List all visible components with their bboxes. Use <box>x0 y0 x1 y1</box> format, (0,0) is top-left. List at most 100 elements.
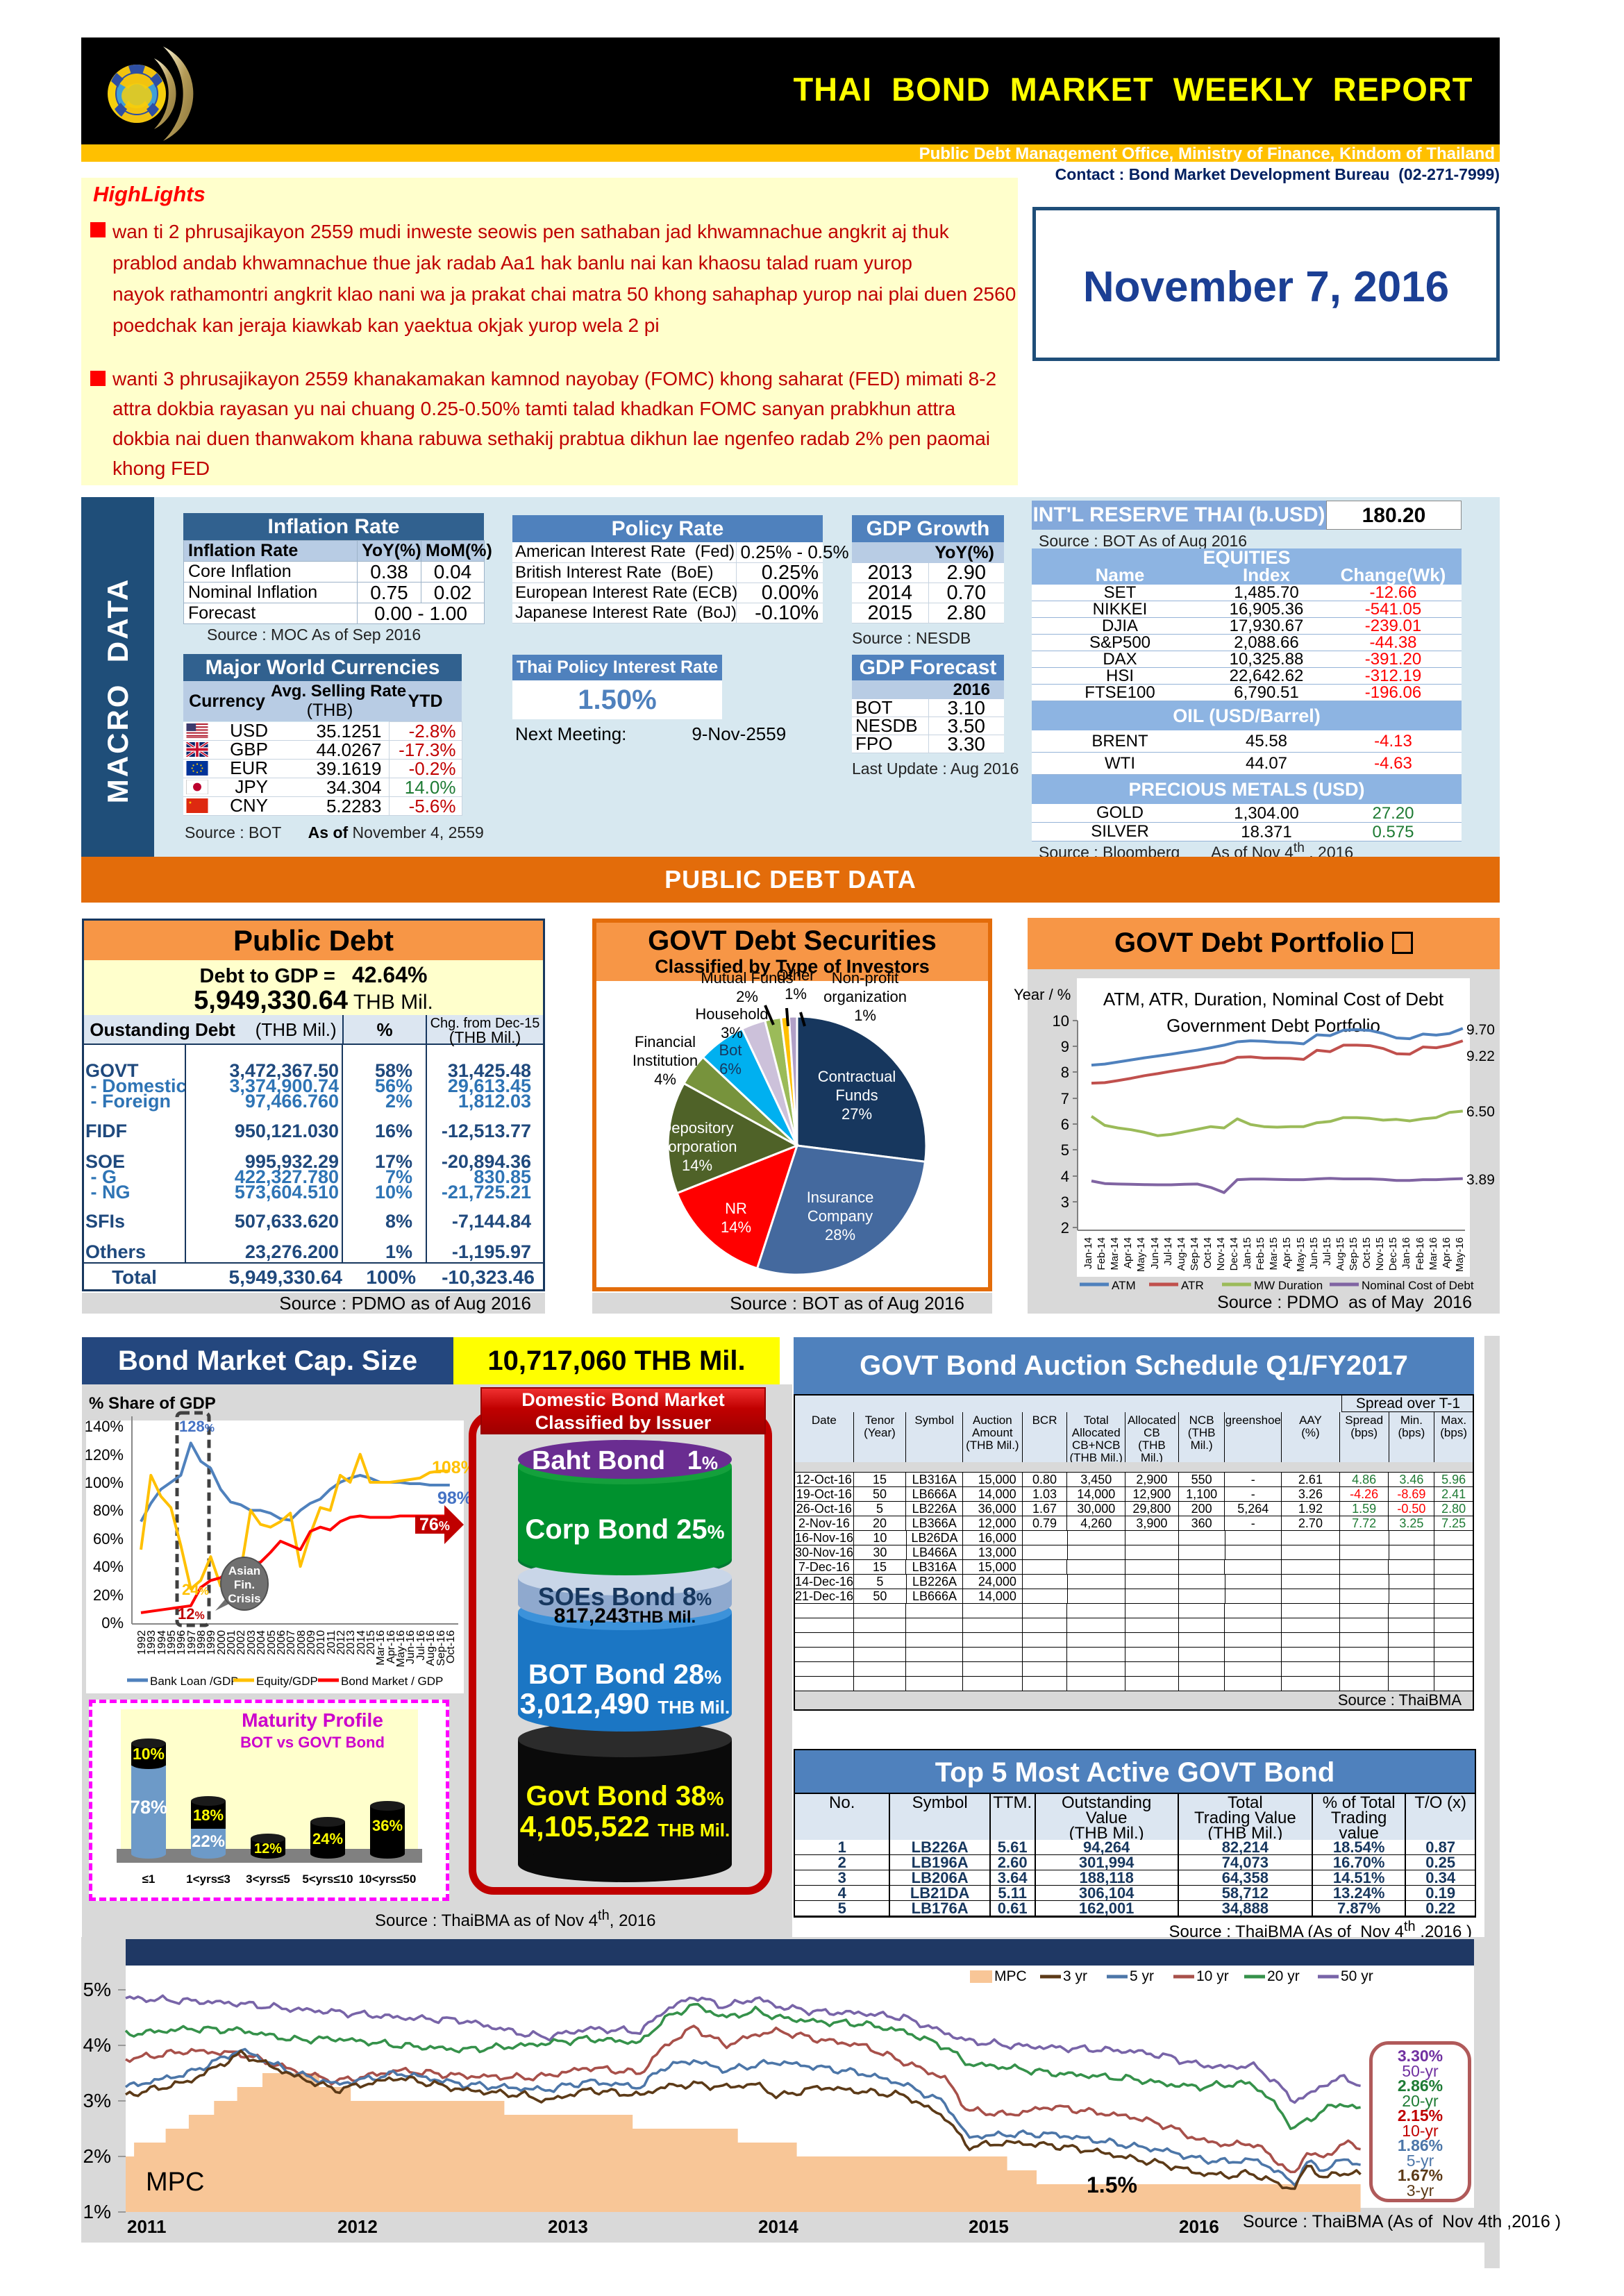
svg-text:Corp Bond 25%: Corp Bond 25% <box>525 1514 724 1545</box>
svg-text:5<yrs≤10: 5<yrs≤10 <box>302 1872 353 1886</box>
svg-text:6: 6 <box>1061 1116 1069 1133</box>
svg-text:2006: 2006 <box>276 1630 287 1655</box>
svg-text:2007: 2007 <box>285 1630 297 1655</box>
svg-text:Sep-14: Sep-14 <box>1189 1237 1200 1271</box>
svg-text:2013: 2013 <box>548 2216 588 2237</box>
svg-text:ATR: ATR <box>1181 1279 1204 1292</box>
svg-text:1995: 1995 <box>166 1630 178 1655</box>
svg-text:Aug-14: Aug-14 <box>1175 1237 1187 1271</box>
svg-text:Crisis: Crisis <box>228 1592 260 1605</box>
svg-text:2014: 2014 <box>758 2216 798 2237</box>
svg-text:≤1: ≤1 <box>142 1872 156 1886</box>
svg-text:1993: 1993 <box>146 1630 158 1655</box>
svg-text:Company: Company <box>807 1207 873 1225</box>
svg-text:Aug-16: Aug-16 <box>425 1630 437 1666</box>
svg-text:2013: 2013 <box>345 1630 357 1655</box>
svg-text:Feb-14: Feb-14 <box>1096 1237 1107 1271</box>
svg-text:Jul-16: Jul-16 <box>415 1630 427 1661</box>
svg-text:2%: 2% <box>83 2145 111 2167</box>
svg-text:Apr-15: Apr-15 <box>1281 1237 1293 1268</box>
svg-text:MPC: MPC <box>146 2168 204 2197</box>
svg-text:1997: 1997 <box>186 1630 198 1655</box>
svg-text:2009: 2009 <box>305 1630 317 1655</box>
svg-text:2003: 2003 <box>246 1630 258 1655</box>
svg-text:1996: 1996 <box>176 1630 187 1655</box>
svg-text:3%: 3% <box>83 2090 111 2111</box>
svg-text:1<yrs≤3: 1<yrs≤3 <box>186 1872 231 1886</box>
svg-text:12%: 12% <box>178 1605 205 1623</box>
svg-text:3 yr: 3 yr <box>1063 1968 1087 1984</box>
svg-text:Equity/GDP: Equity/GDP <box>256 1675 318 1688</box>
svg-text:Bond Market / GDP: Bond Market / GDP <box>341 1675 443 1688</box>
svg-text:2015: 2015 <box>969 2216 1009 2237</box>
svg-text:1%: 1% <box>854 1007 876 1024</box>
svg-text:Nominal Cost of Debt: Nominal Cost of Debt <box>1362 1279 1474 1292</box>
svg-text:1%: 1% <box>83 2201 111 2222</box>
svg-text:100%: 100% <box>85 1474 124 1491</box>
svg-text:May-16: May-16 <box>1454 1237 1466 1272</box>
svg-text:128%: 128% <box>179 1418 215 1435</box>
svg-text:7: 7 <box>1061 1090 1069 1107</box>
svg-text:Jul-15: Jul-15 <box>1321 1237 1333 1266</box>
svg-text:Mar-15: Mar-15 <box>1268 1237 1280 1271</box>
svg-text:Govt Bond 38%: Govt Bond 38% <box>526 1781 724 1811</box>
svg-text:6.50: 6.50 <box>1466 1104 1495 1120</box>
svg-text:Institution: Institution <box>633 1052 698 1069</box>
svg-text:Other: Other <box>776 969 814 984</box>
svg-text:4%: 4% <box>654 1071 676 1088</box>
svg-text:Household: Household <box>695 1005 768 1023</box>
svg-text:80%: 80% <box>93 1502 124 1519</box>
svg-text:14%: 14% <box>721 1218 751 1236</box>
svg-text:10 yr: 10 yr <box>1196 1968 1229 1984</box>
svg-text:78%: 78% <box>130 1797 167 1818</box>
svg-text:Mar-16: Mar-16 <box>375 1630 387 1666</box>
svg-text:Bank Loan /GDP: Bank Loan /GDP <box>150 1675 239 1688</box>
svg-text:May-15: May-15 <box>1295 1237 1307 1272</box>
svg-text:2010: 2010 <box>315 1630 327 1655</box>
svg-text:Aug-15: Aug-15 <box>1334 1237 1346 1271</box>
svg-text:14%: 14% <box>682 1157 712 1174</box>
svg-text:2011: 2011 <box>127 2216 166 2237</box>
svg-text:1%: 1% <box>785 985 807 1003</box>
svg-text:5 yr: 5 yr <box>1130 1968 1154 1984</box>
svg-text:Jan-14: Jan-14 <box>1082 1237 1094 1269</box>
svg-text:60%: 60% <box>93 1530 124 1548</box>
svg-text:Sep-16: Sep-16 <box>435 1630 447 1666</box>
svg-text:10<yrs≤50: 10<yrs≤50 <box>359 1872 417 1886</box>
svg-text:27%: 27% <box>842 1105 872 1123</box>
svg-text:24%: 24% <box>312 1830 343 1847</box>
svg-text:1992: 1992 <box>136 1630 148 1655</box>
svg-text:SOEs Bond 8%: SOEs Bond 8% <box>538 1582 712 1611</box>
svg-text:2001: 2001 <box>226 1630 237 1655</box>
svg-text:20 yr: 20 yr <box>1267 1968 1300 1984</box>
svg-text:2015: 2015 <box>365 1630 377 1655</box>
svg-text:Mar-16: Mar-16 <box>1428 1237 1439 1271</box>
svg-text:May-16: May-16 <box>395 1630 407 1667</box>
svg-text:Dec-14: Dec-14 <box>1228 1237 1240 1271</box>
svg-text:1999: 1999 <box>206 1630 217 1655</box>
svg-text:NR: NR <box>725 1200 747 1217</box>
svg-text:817,243THB Mil.: 817,243THB Mil. <box>554 1604 696 1627</box>
svg-text:Apr-16: Apr-16 <box>385 1630 397 1664</box>
svg-text:10%: 10% <box>133 1745 165 1763</box>
svg-text:1994: 1994 <box>156 1630 168 1655</box>
svg-text:2012: 2012 <box>335 1630 347 1655</box>
svg-text:Sep-15: Sep-15 <box>1348 1237 1359 1271</box>
svg-text:Jan-16: Jan-16 <box>1400 1237 1412 1269</box>
svg-text:9.22: 9.22 <box>1466 1048 1495 1064</box>
svg-text:8: 8 <box>1061 1064 1069 1081</box>
svg-text:4: 4 <box>1061 1168 1069 1185</box>
svg-text:18%: 18% <box>193 1807 224 1824</box>
svg-text:3<yrs≤5: 3<yrs≤5 <box>246 1872 290 1886</box>
svg-text:50 yr: 50 yr <box>1341 1968 1373 1984</box>
svg-text:Nov-14: Nov-14 <box>1215 1237 1227 1271</box>
svg-text:1998: 1998 <box>196 1630 208 1655</box>
svg-text:28%: 28% <box>825 1226 855 1243</box>
svg-text:2005: 2005 <box>266 1630 278 1655</box>
svg-text:Corporation: Corporation <box>658 1138 737 1155</box>
svg-text:Non-profit: Non-profit <box>832 969 899 987</box>
svg-text:3%: 3% <box>721 1024 743 1041</box>
svg-text:Asian: Asian <box>228 1564 260 1577</box>
svg-text:120%: 120% <box>85 1446 124 1464</box>
svg-text:Fin.: Fin. <box>234 1578 255 1591</box>
